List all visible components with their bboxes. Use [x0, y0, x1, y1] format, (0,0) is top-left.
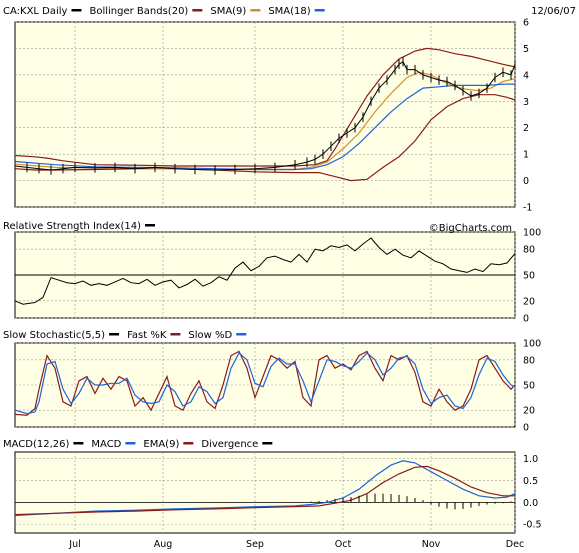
legend-swatch [73, 442, 84, 445]
x-tick-label: Nov [422, 539, 441, 550]
legend-swatch [250, 9, 261, 12]
x-tick-label: Oct [335, 539, 352, 550]
y-tick-label: 50 [523, 271, 535, 282]
y-tick-label: 4 [523, 70, 529, 81]
x-tick-label: Dec [506, 539, 524, 550]
panel-header [0, 4, 579, 22]
plot-area [14, 21, 516, 208]
series-line [14, 94, 516, 182]
legend-entry: SMA(18) [268, 6, 310, 17]
legend-swatch [145, 224, 155, 227]
panel-stochastic: 100 80 50 20 0 Slow Stochastic(5,5) Fast %K Slo… [0, 328, 579, 434]
series-line [14, 60, 516, 171]
series-line [14, 460, 516, 517]
y-tick-label: 0 [523, 314, 529, 325]
legend-entry: Bollinger Bands(20) [89, 6, 188, 17]
y-tick-label: 3 [523, 97, 529, 108]
legend-swatch [262, 442, 273, 445]
y-tick-label: 50 [523, 381, 535, 392]
header-date: 12/06/07 [531, 6, 576, 17]
legend-entry: Relative Strength Index(14) [3, 221, 141, 232]
y-tick-label: 1.0 [523, 454, 538, 465]
y-tick-label: 0 [523, 176, 529, 187]
legend-swatch [183, 442, 194, 445]
panel-header [0, 219, 579, 232]
y-tick-label: 1 [523, 150, 529, 161]
chart-panels: 6 5 4 3 2 1 0 -1 CA:KXL Daily Bollinger Bands(20)… [0, 4, 579, 550]
legend-swatch [71, 9, 82, 12]
y-tick-label: 80 [523, 355, 535, 366]
legend-swatch [170, 333, 181, 336]
legend-swatch [109, 333, 120, 336]
panel-header [0, 437, 579, 452]
x-tick-label: Jul [68, 539, 80, 550]
watermark: ©BigCharts.com [429, 223, 512, 234]
y-tick-label: 2 [523, 123, 529, 134]
legend-swatch [192, 9, 203, 12]
y-tick-label: 0.0 [523, 498, 538, 509]
series-line [14, 237, 516, 305]
panel-rsi: 100 80 50 20 0 Relative Strength Index(14) [0, 219, 579, 325]
legend-entry: Fast %K [127, 330, 167, 341]
y-tick-label: 80 [523, 245, 535, 256]
series-line [14, 350, 516, 416]
y-tick-label: 0.5 [523, 476, 538, 487]
y-tick-label: 100 [523, 228, 541, 239]
y-tick-label: 20 [523, 406, 535, 417]
legend-swatch [236, 333, 247, 336]
plot-area [14, 451, 516, 534]
legend-entry: EMA(9) [143, 439, 179, 450]
legend-entry: Slow Stochastic(5,5) [3, 330, 105, 341]
legend-entry: Slow %D [188, 330, 232, 341]
legend-entry: CA:KXL Daily [3, 6, 68, 17]
legend-entry: MACD [91, 439, 121, 450]
y-tick-label: -1 [523, 203, 532, 214]
legend-entry: SMA(9) [210, 6, 246, 17]
y-tick-label: 100 [523, 339, 541, 350]
panel-header [0, 328, 579, 343]
legend-entry: MACD(12,26) [3, 439, 70, 450]
y-tick-label: 5 [523, 44, 529, 55]
x-tick-label: Sep [246, 539, 264, 550]
legend-swatch [314, 9, 325, 12]
legend-entry: Divergence [201, 439, 258, 450]
x-tick-label: Aug [154, 539, 173, 550]
panel-macd: 1.0 0.5 0.0 -0.5 MACD(12,26) MACD EMA(9) Diverg… [0, 437, 579, 534]
panel-price: 6 5 4 3 2 1 0 -1 CA:KXL Daily Bollinger Bands(20)… [0, 4, 579, 214]
series-line [14, 352, 516, 415]
y-tick-label: 6 [523, 18, 529, 29]
legend-swatch [125, 442, 136, 445]
y-tick-label: 0 [523, 423, 529, 434]
y-tick-label: 20 [523, 296, 535, 307]
y-tick-label: -0.5 [523, 520, 542, 531]
